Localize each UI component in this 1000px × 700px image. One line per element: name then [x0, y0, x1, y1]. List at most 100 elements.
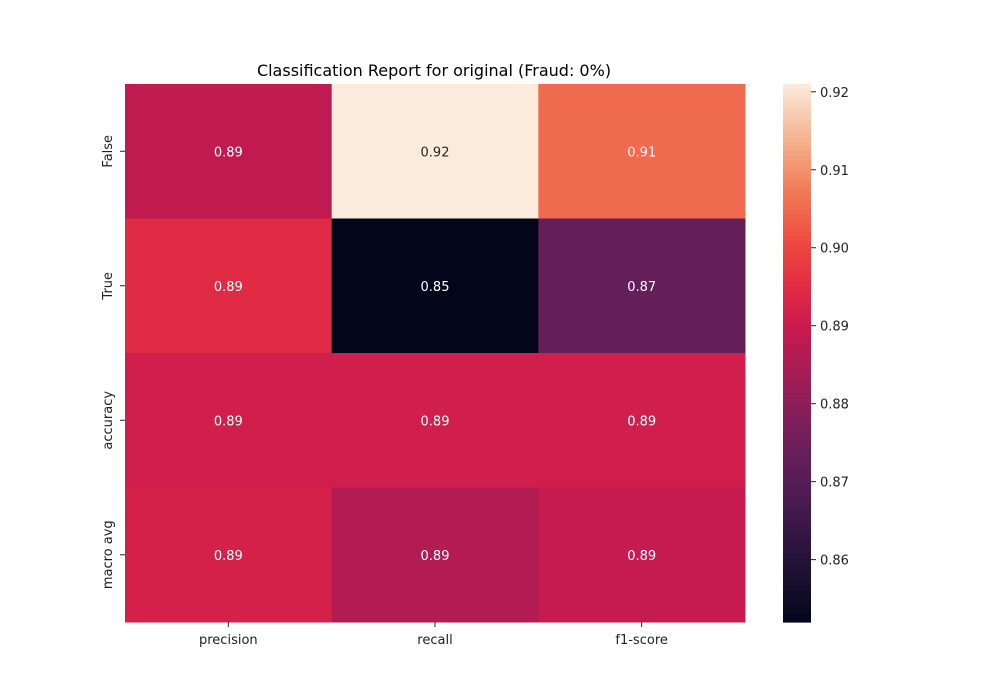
colorbar-segment	[783, 137, 811, 143]
x-axis-ticks: precision recall f1-score	[199, 622, 668, 648]
colorbar-segment	[783, 187, 811, 193]
colorbar-segment	[783, 375, 811, 381]
colorbar-segment	[783, 505, 811, 511]
colorbar-segment	[783, 397, 811, 403]
colorbar-segment	[783, 379, 811, 385]
colorbar-segment	[783, 483, 811, 489]
colorbar-tick-label: 0.92	[820, 86, 849, 101]
colorbar-segment	[783, 550, 811, 556]
colorbar-segment	[783, 559, 811, 565]
colorbar-segment	[783, 299, 811, 305]
colorbar-segment	[783, 263, 811, 269]
colorbar-segment	[783, 545, 811, 551]
heatmap-cell	[331, 218, 539, 354]
colorbar-segment	[783, 465, 811, 471]
colorbar-segment	[783, 393, 811, 399]
colorbar-segment	[783, 321, 811, 327]
x-tick-label: recall	[417, 633, 452, 648]
colorbar-segment	[783, 308, 811, 314]
heatmap-cell	[538, 353, 746, 488]
colorbar-segment	[783, 577, 811, 583]
heatmap-cell	[538, 84, 746, 219]
heatmap-cell	[125, 218, 333, 354]
colorbar	[783, 84, 811, 623]
x-tick-label: precision	[199, 633, 258, 648]
colorbar-segment	[783, 258, 811, 264]
colorbar-segment	[783, 276, 811, 282]
colorbar-segment	[783, 474, 811, 480]
colorbar-segment	[783, 496, 811, 502]
colorbar-segment	[783, 541, 811, 547]
heatmap-cell	[538, 487, 746, 623]
cell-value-label: 0.89	[627, 414, 656, 429]
colorbar-segment	[783, 84, 811, 90]
colorbar-segment	[783, 164, 811, 170]
colorbar-segment	[783, 411, 811, 417]
cell-value-label: 0.89	[214, 549, 243, 564]
colorbar-segment	[783, 142, 811, 148]
colorbar-segment	[783, 500, 811, 507]
colorbar-segment	[783, 617, 811, 623]
colorbar-segment	[783, 196, 811, 202]
colorbar-segment	[783, 97, 811, 103]
colorbar-segment	[783, 124, 811, 130]
colorbar-segment	[783, 518, 811, 524]
colorbar-segment	[783, 110, 811, 116]
colorbar-segment	[783, 227, 811, 233]
colorbar-segment	[783, 460, 811, 466]
cell-value-label: 0.89	[421, 414, 450, 429]
colorbar-segment	[783, 92, 811, 99]
colorbar-segment	[783, 106, 811, 112]
colorbar-segment	[783, 200, 811, 206]
colorbar-ticks: 0.86 0.87 0.88 0.89 0.90 0.91 0.92	[811, 86, 849, 569]
heatmap-cells	[125, 84, 746, 623]
colorbar-segment	[783, 151, 811, 157]
colorbar-segment	[783, 613, 811, 619]
colorbar-segment	[783, 604, 811, 610]
colorbar-segment	[783, 554, 811, 560]
colorbar-segment	[783, 285, 811, 291]
colorbar-segment	[783, 119, 811, 125]
cell-value-label: 0.91	[627, 145, 656, 160]
cell-value-label: 0.89	[421, 549, 450, 564]
y-tick-label: False	[101, 135, 116, 168]
colorbar-segment	[783, 523, 811, 529]
y-tick-label: True	[101, 272, 116, 301]
colorbar-segment	[783, 267, 811, 273]
colorbar-segment	[783, 581, 811, 587]
colorbar-segment	[783, 415, 811, 421]
colorbar-segment	[783, 173, 811, 179]
colorbar-segment	[783, 115, 811, 121]
colorbar-segment	[783, 384, 811, 390]
colorbar-segment	[783, 169, 811, 175]
colorbar-segment	[783, 429, 811, 435]
colorbar-segment	[783, 303, 811, 309]
cell-value-label: 0.85	[421, 280, 450, 295]
cell-value-label: 0.89	[214, 280, 243, 295]
cell-value-label: 0.87	[627, 280, 656, 295]
colorbar-segment	[783, 366, 811, 372]
colorbar-segment	[783, 447, 811, 453]
y-axis-ticks: False True accuracy macro avg	[101, 135, 125, 589]
colorbar-segment	[783, 335, 811, 341]
colorbar-segment	[783, 536, 811, 542]
colorbar-segment	[783, 317, 811, 323]
colorbar-segment	[783, 245, 811, 251]
colorbar-segment	[783, 155, 811, 161]
colorbar-segment	[783, 281, 811, 287]
cell-value-label: 0.92	[421, 145, 450, 160]
colorbar-tick-label: 0.91	[820, 164, 849, 179]
colorbar-segment	[783, 586, 811, 592]
colorbar-tick-label: 0.88	[820, 398, 849, 413]
colorbar-segment	[783, 339, 811, 345]
colorbar-segment	[783, 178, 811, 184]
cell-value-label: 0.89	[214, 414, 243, 429]
colorbar-segment	[783, 182, 811, 188]
colorbar-segment	[783, 312, 811, 318]
y-tick-label: macro avg	[101, 520, 116, 589]
colorbar-segment	[783, 128, 811, 134]
cell-value-label: 0.89	[627, 549, 656, 564]
colorbar-tick-label: 0.89	[820, 320, 849, 335]
heatmap-cell	[331, 487, 539, 623]
